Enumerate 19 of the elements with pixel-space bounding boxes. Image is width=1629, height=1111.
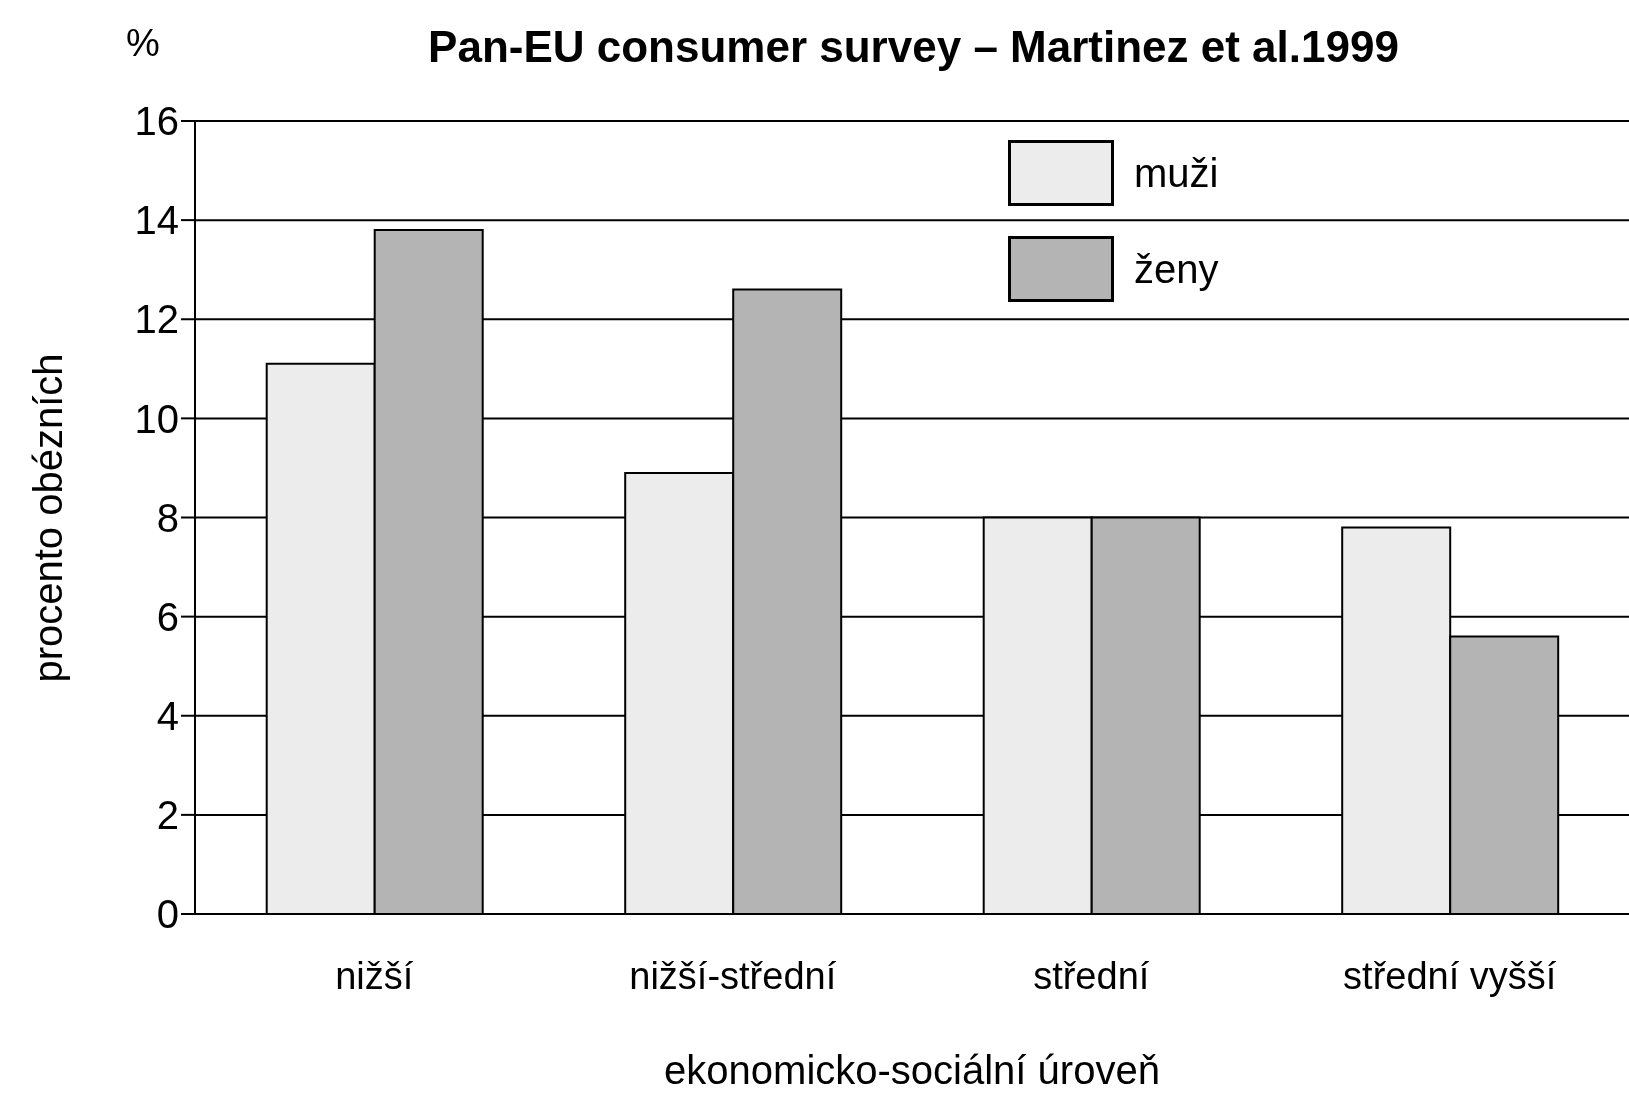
text: % — [126, 22, 160, 65]
legend-label: muži — [1134, 150, 1219, 196]
y-tick-label: 8 — [156, 495, 179, 540]
x-tick-label: nižší — [335, 954, 414, 997]
x-axis-title: ekonomicko-sociální úroveň — [664, 1048, 1160, 1092]
y-axis-title: procento obézních — [25, 353, 71, 683]
y-tick-label: 12 — [134, 297, 179, 342]
x-tick-label: střední vyšší — [1343, 954, 1557, 997]
x-tick-label: nižší-střední — [629, 954, 837, 997]
x-tick-label: střední — [1033, 954, 1150, 997]
y-tick-label: 10 — [134, 396, 179, 441]
legend-label: ženy — [1134, 246, 1219, 292]
y-tick-label: 16 — [134, 99, 179, 144]
y-tick-label: 6 — [156, 594, 179, 639]
y-tick-label: 4 — [156, 693, 179, 738]
y-tick-label: 14 — [134, 198, 179, 243]
chart-title: Pan-EU consumer survey – Martinez et al.1999 — [427, 22, 1400, 72]
y-tick-label: 2 — [156, 793, 179, 838]
y-tick-label: 0 — [156, 892, 179, 937]
